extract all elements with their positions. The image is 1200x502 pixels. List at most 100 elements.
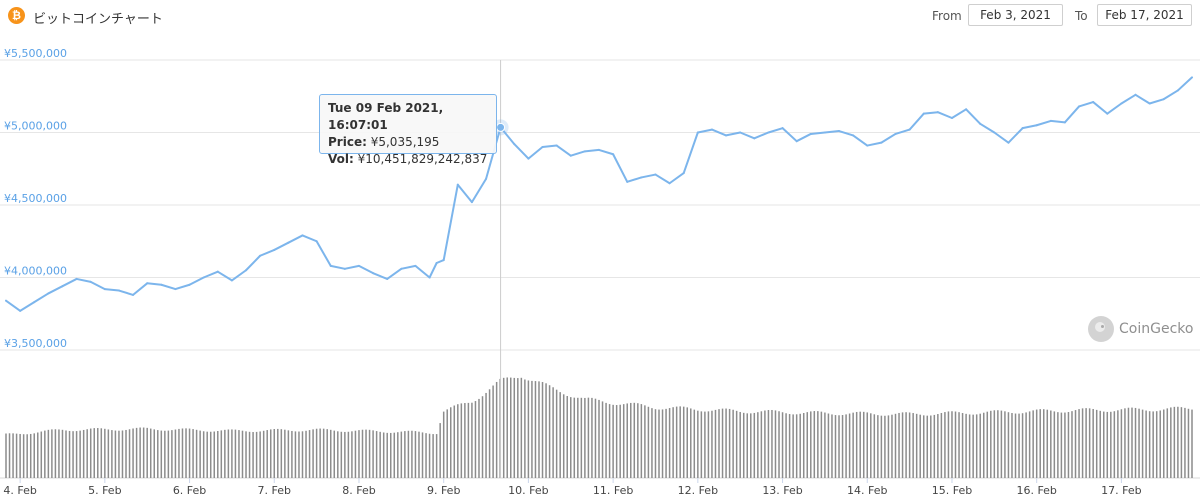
volume-bar	[866, 412, 869, 478]
price-point	[809, 133, 812, 135]
price-line-segment	[936, 111, 953, 119]
volume-bar	[213, 431, 216, 478]
price-point	[372, 272, 374, 275]
price-point	[711, 128, 713, 131]
price-line	[5, 76, 1193, 312]
x-tick-label: 9. Feb	[427, 484, 460, 497]
volume-bar	[584, 397, 586, 478]
volume-bar	[485, 392, 487, 478]
volume-bar	[668, 408, 671, 478]
volume-bar	[993, 410, 996, 478]
volume-bar	[947, 411, 950, 478]
price-point	[118, 289, 120, 292]
price-line-segment	[979, 122, 996, 134]
from-date-input[interactable]	[968, 4, 1063, 26]
price-point	[866, 144, 869, 147]
volume-bar	[1074, 410, 1077, 478]
price-point	[993, 131, 996, 134]
price-point	[965, 108, 967, 111]
volume-bar	[524, 379, 526, 478]
volume-bar	[125, 429, 127, 478]
volume-bar	[1191, 409, 1193, 478]
volume-bar	[930, 415, 932, 478]
volume-bar	[167, 430, 170, 478]
price-point	[1162, 98, 1165, 101]
volume-bar	[65, 430, 67, 478]
volume-bar	[545, 383, 547, 478]
volume-bar	[291, 430, 293, 478]
volume-bar	[908, 412, 911, 478]
y-tick-label: ¥5,000,000	[4, 120, 67, 133]
volume-bar	[188, 428, 191, 478]
volume-bar	[824, 412, 826, 478]
price-line-segment	[372, 272, 389, 280]
price-point	[245, 269, 247, 272]
volume-bar	[658, 409, 660, 478]
volume-bar	[1124, 408, 1126, 478]
volume-bar	[457, 404, 459, 478]
volume-bar	[502, 377, 505, 478]
price-point	[273, 249, 276, 251]
volume-bar	[1071, 411, 1073, 478]
volume-bar	[933, 414, 936, 478]
volume-bar	[460, 403, 463, 478]
price-point	[5, 299, 7, 302]
price-point	[231, 279, 233, 282]
volume-bar	[922, 415, 925, 478]
volume-bar	[238, 430, 240, 478]
price-point	[1007, 141, 1010, 144]
price-point	[541, 146, 544, 148]
price-point	[513, 143, 516, 146]
price-point	[781, 127, 784, 130]
volume-bar	[375, 431, 378, 478]
x-tick-label: 15. Feb	[932, 484, 972, 497]
price-line-segment	[823, 130, 841, 134]
volume-bar	[693, 409, 696, 478]
volume-bar	[37, 432, 39, 478]
volume-bar	[577, 397, 579, 478]
volume-bar	[428, 433, 431, 478]
volume-bar	[728, 408, 731, 478]
volume-bar	[174, 429, 177, 478]
price-line-segment	[160, 283, 177, 291]
price-line-segment	[132, 282, 149, 296]
price-line-segment	[612, 153, 629, 183]
price-line-segment	[1078, 101, 1095, 108]
price-point	[612, 153, 615, 156]
volume-bar	[527, 380, 530, 478]
volume-bar	[1039, 409, 1041, 478]
volume-bar	[19, 433, 21, 478]
volume-bar	[739, 411, 741, 478]
volume-bar	[686, 407, 688, 478]
volume-bar	[139, 427, 141, 478]
volume-bar	[347, 431, 350, 478]
volume-bar	[1028, 411, 1031, 478]
volume-bar	[672, 407, 674, 478]
volume-bar	[86, 429, 88, 478]
volume-bar	[707, 411, 710, 478]
price-point	[329, 265, 332, 267]
to-date-input[interactable]	[1097, 4, 1192, 26]
price-line-segment	[739, 131, 756, 140]
volume-bar	[510, 377, 512, 478]
volume-bar	[72, 431, 74, 478]
volume-bar	[220, 430, 223, 478]
to-label: To	[1075, 9, 1088, 23]
volume-bar	[520, 377, 523, 478]
price-line-segment	[725, 131, 742, 137]
volume-bar	[259, 431, 261, 478]
volume-bar	[435, 434, 438, 478]
price-line-segment	[5, 299, 22, 312]
x-tick-label: 4. Feb	[3, 484, 36, 497]
volume-bar	[337, 431, 339, 478]
price-point	[442, 259, 445, 261]
volume-bar	[1088, 408, 1091, 478]
volume-bar	[54, 429, 57, 478]
volume-bar	[961, 413, 964, 478]
volume-bar	[887, 415, 890, 478]
volume-bar	[725, 408, 727, 478]
volume-bar	[1014, 413, 1017, 478]
price-line-segment	[866, 141, 883, 147]
volume-bar	[344, 431, 346, 478]
